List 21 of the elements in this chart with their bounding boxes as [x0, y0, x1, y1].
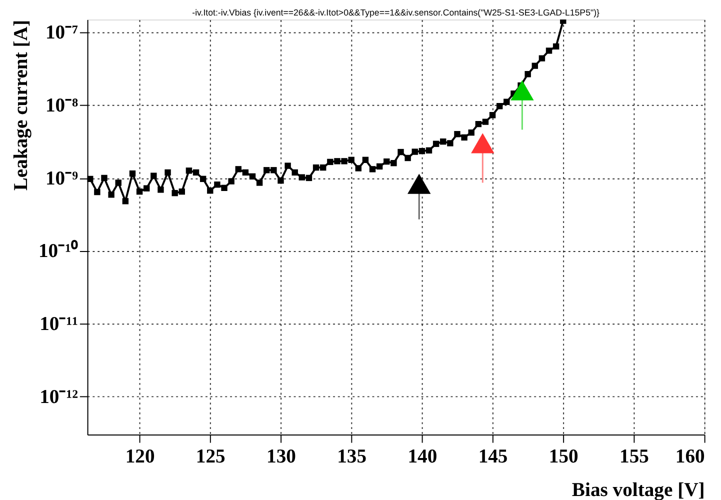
y-tick-label: 10⁻⁷ — [45, 22, 78, 44]
x-tick-label: 135 — [337, 446, 367, 468]
x-tick-label: 140 — [408, 446, 438, 468]
x-tick-label: 150 — [548, 446, 579, 468]
point — [510, 80, 534, 100]
x-tick-label: 125 — [196, 446, 226, 468]
x-tick-label: 155 — [620, 446, 650, 468]
point — [408, 174, 431, 194]
y-tick-label: 10⁻⁹ — [45, 168, 78, 190]
point — [471, 133, 494, 154]
x-tick-label: 160 — [675, 446, 705, 468]
x-tick-label: 145 — [478, 446, 508, 468]
y-tick-label: 10⁻⁸ — [45, 96, 78, 117]
x-tick-label: 130 — [266, 446, 296, 468]
y-axis-title: Leakage current [A] — [10, 20, 32, 191]
x-tick-label: 120 — [125, 446, 155, 468]
x-axis-title: Bias voltage [V] — [572, 480, 705, 500]
y-tick-label: 10⁻¹⁰ — [38, 239, 78, 262]
chart-title: -iv.Itot:-iv.Vbias {iv.ivent==26&&-iv.Itot>0&&Type==1&&iv.sensor.Contains("W25-S1-SE3-LGAD-L15P5")} — [192, 8, 600, 18]
y-tick-label: 10⁻¹¹ — [40, 314, 78, 335]
y-tick-label: 10⁻¹² — [40, 386, 78, 408]
